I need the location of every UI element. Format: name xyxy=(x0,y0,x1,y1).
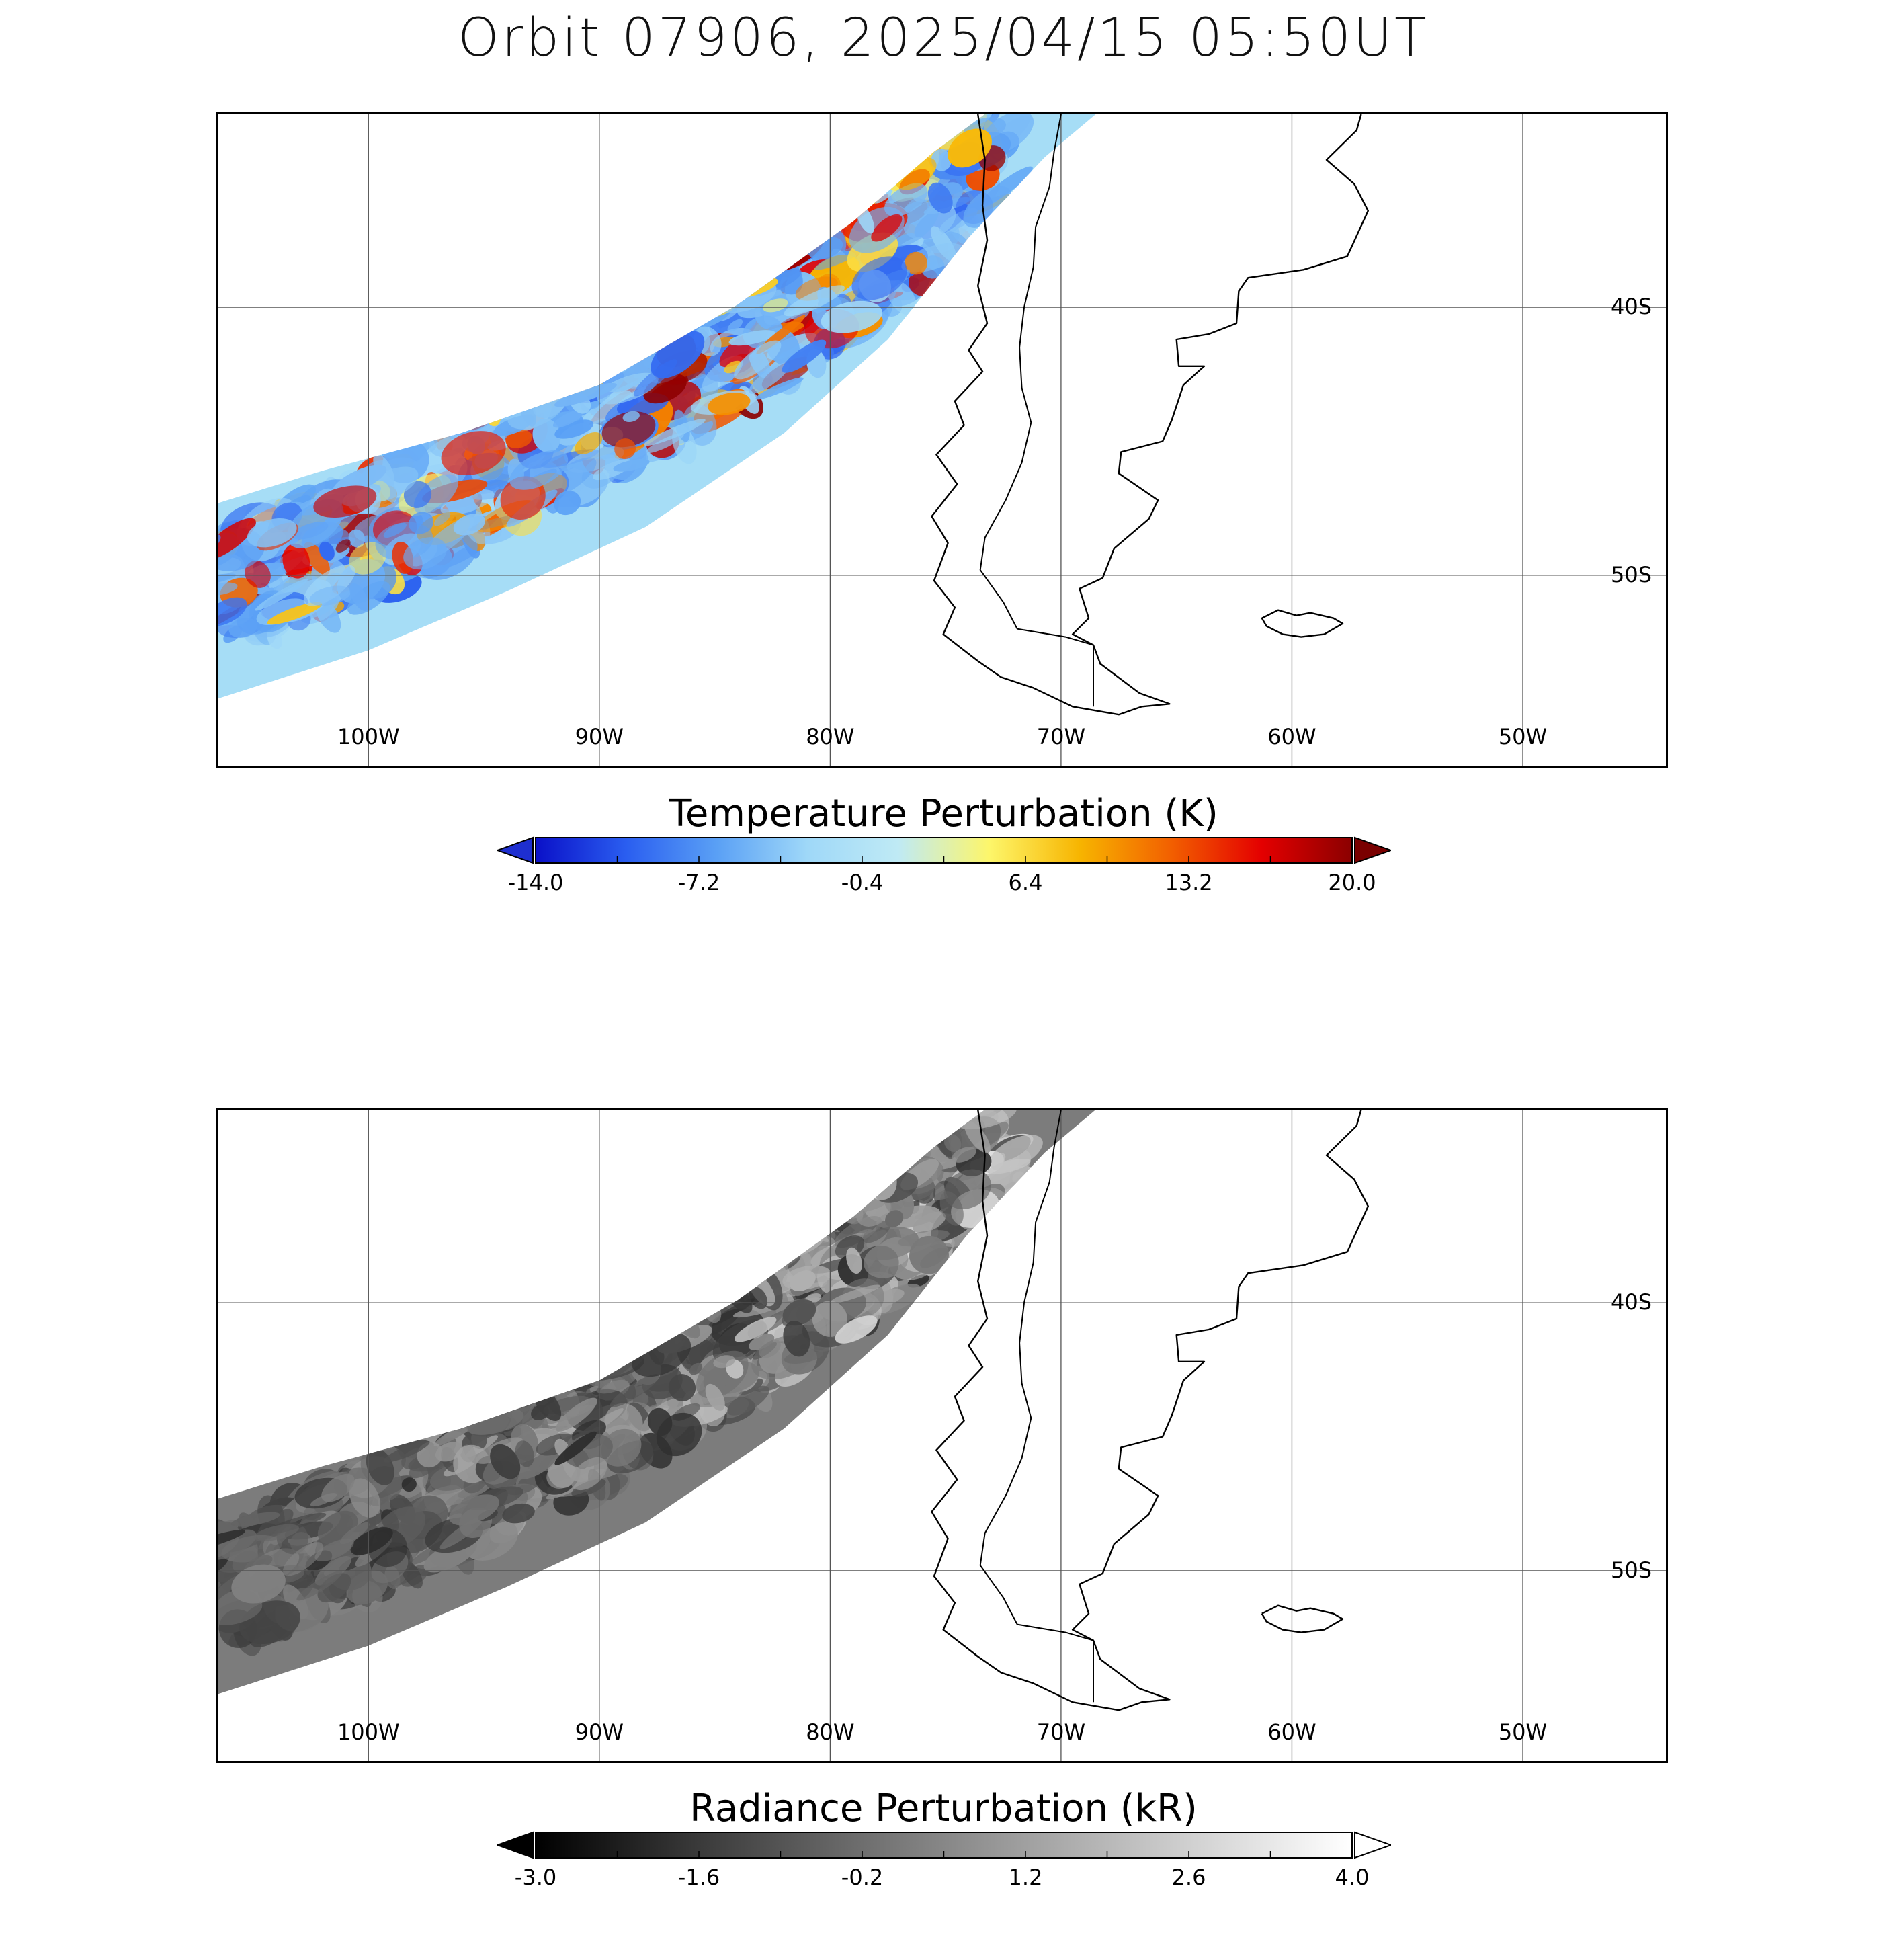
colorbar-tick-label: 13.2 xyxy=(1165,870,1213,895)
colorbar-over-arrow xyxy=(1354,836,1391,864)
colorbar-tick-label: -0.2 xyxy=(841,1865,884,1890)
temperature-gridlines xyxy=(218,114,1666,766)
coastline-falklands xyxy=(1261,609,1344,638)
colorbar-under-arrow xyxy=(497,1831,534,1859)
radiance-colorbar-title: Radiance Perturbation (kR) xyxy=(689,1787,1198,1830)
radiance-map-svg xyxy=(218,1110,1666,1761)
radiance-colorbar xyxy=(497,1831,1391,1859)
border-chile-argentina xyxy=(979,1110,1094,1703)
temperature-map-panel xyxy=(216,112,1668,768)
border-chile-argentina xyxy=(979,114,1094,707)
lon-tick-label: 50W xyxy=(1498,1719,1548,1745)
lon-tick-label: 80W xyxy=(806,1719,855,1745)
figure-title: Orbit 07906, 2025/04/15 05:50UT xyxy=(458,8,1429,69)
lon-tick-label: 90W xyxy=(575,724,624,749)
temperature-coastlines xyxy=(931,114,1369,716)
radiance-gridlines xyxy=(218,1110,1666,1761)
lon-tick-label: 60W xyxy=(1267,1719,1316,1745)
temperature-colorbar-title: Temperature Perturbation (K) xyxy=(669,792,1218,835)
colorbar-tick-label: 1.2 xyxy=(1008,1865,1043,1890)
colorbar-tick-label: -0.4 xyxy=(841,870,884,895)
radiance-swath xyxy=(218,1110,1096,1694)
lat-tick-label: 50S xyxy=(1611,1557,1652,1583)
lon-tick-label: 70W xyxy=(1036,724,1086,749)
colorbar-tick-label: -7.2 xyxy=(677,870,720,895)
lat-tick-label: 40S xyxy=(1611,294,1652,320)
lon-tick-label: 90W xyxy=(575,1719,624,1745)
colorbar-under-arrow xyxy=(497,836,534,864)
colorbar-tick-label: -14.0 xyxy=(507,870,564,895)
radiance-map-panel xyxy=(216,1108,1668,1763)
colorbar-tick-label: 2.6 xyxy=(1171,1865,1206,1890)
coastline-falklands xyxy=(1261,1604,1344,1633)
colorbar-tick-label: 4.0 xyxy=(1335,1865,1370,1890)
colorbar-tick-label: -3.0 xyxy=(514,1865,557,1890)
temperature-colorbar xyxy=(497,836,1391,864)
lon-tick-label: 70W xyxy=(1036,1719,1086,1745)
colorbar-tick-label: -1.6 xyxy=(677,1865,720,1890)
lon-tick-label: 60W xyxy=(1267,724,1316,749)
temperature-map-svg xyxy=(218,114,1666,766)
colorbar-tick-label: 20.0 xyxy=(1328,870,1376,895)
lon-tick-label: 80W xyxy=(806,724,855,749)
lat-tick-label: 50S xyxy=(1611,561,1652,587)
colorbar-over-arrow xyxy=(1354,1831,1391,1859)
colorbar-tick-label: 6.4 xyxy=(1008,870,1043,895)
lon-tick-label: 100W xyxy=(337,724,400,749)
radiance-coastlines xyxy=(931,1110,1369,1711)
lon-tick-label: 50W xyxy=(1498,724,1548,749)
lat-tick-label: 40S xyxy=(1611,1289,1652,1315)
lon-tick-label: 100W xyxy=(337,1719,400,1745)
temperature-swath xyxy=(218,114,1096,699)
